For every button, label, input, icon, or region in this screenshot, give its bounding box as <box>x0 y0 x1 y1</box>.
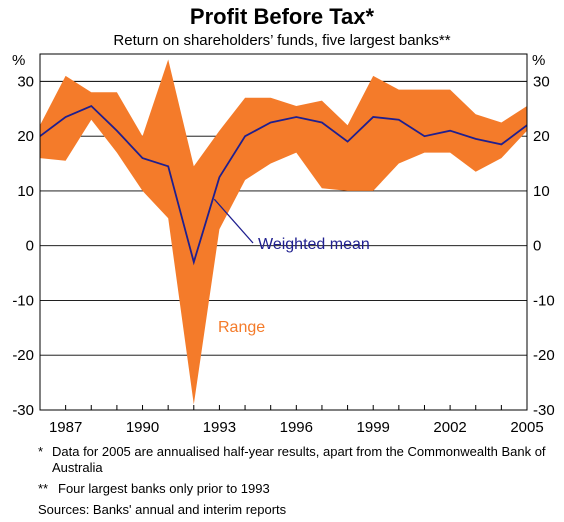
x-tick-label: 1993 <box>203 419 236 436</box>
weighted-mean-line <box>39 104 528 266</box>
y-tick-label-right: 30 <box>533 73 550 90</box>
y-axis-left: -30 -20 -10 0 10 20 30 <box>12 73 34 419</box>
y-tick-label-left: 0 <box>26 238 34 255</box>
footnote-1-text: Data for 2005 are annualised half-year r… <box>52 444 546 475</box>
y-tick-label-right: 20 <box>533 128 550 145</box>
sources-note: Sources: Banks' annual and interim repor… <box>38 502 287 517</box>
y-tick-label-right: 10 <box>533 183 550 200</box>
x-axis: 1987 1990 1993 1996 1999 2002 2005 <box>39 405 544 436</box>
y-unit-left: % <box>12 52 25 69</box>
footnotes: * Data for 2005 are annualised half-year… <box>38 444 558 518</box>
y-tick-label-left: -30 <box>12 402 34 419</box>
footnote-1: * Data for 2005 are annualised half-year… <box>38 444 558 476</box>
x-tick-label: 1987 <box>49 419 82 436</box>
x-tick-label: 1996 <box>280 419 313 436</box>
chart-subtitle: Return on shareholders’ funds, five larg… <box>113 32 451 49</box>
weighted-mean-leader-line <box>213 198 254 244</box>
range-label: Range <box>218 319 265 336</box>
x-tick-label: 2005 <box>510 419 543 436</box>
y-tick-label-right: 0 <box>533 238 541 255</box>
chart: Weighted mean Range -30 -20 -10 0 10 20 30 -30… <box>12 52 555 436</box>
weighted-mean-label: Weighted mean <box>258 236 370 253</box>
y-tick-label-left: 30 <box>17 73 34 90</box>
range-band <box>40 59 527 405</box>
footnote-1-mark: * <box>38 444 44 459</box>
footnote-2-mark: ** <box>38 481 49 496</box>
plot-frame <box>39 53 528 411</box>
y-tick-label-right: -10 <box>533 292 555 309</box>
y-tick-label-left: -10 <box>12 292 34 309</box>
y-tick-label-left: 20 <box>17 128 34 145</box>
y-tick-label-right: -20 <box>533 347 555 364</box>
y-tick-label-left: 10 <box>17 183 34 200</box>
y-tick-label-left: -20 <box>12 347 34 364</box>
footnote-2: ** Four largest banks only prior to 1993 <box>38 481 558 497</box>
chart-title: Profit Before Tax* <box>189 4 375 29</box>
y-axis-right: -30 -20 -10 0 10 20 30 <box>533 73 555 419</box>
y-unit-right: % <box>532 52 545 69</box>
x-tick-label: 1990 <box>126 419 159 436</box>
x-tick-label: 1999 <box>357 419 390 436</box>
footnote-2-text: Four largest banks only prior to 1993 <box>58 481 270 496</box>
y-tick-label-right: -30 <box>533 402 555 419</box>
x-tick-label: 2002 <box>433 419 466 436</box>
